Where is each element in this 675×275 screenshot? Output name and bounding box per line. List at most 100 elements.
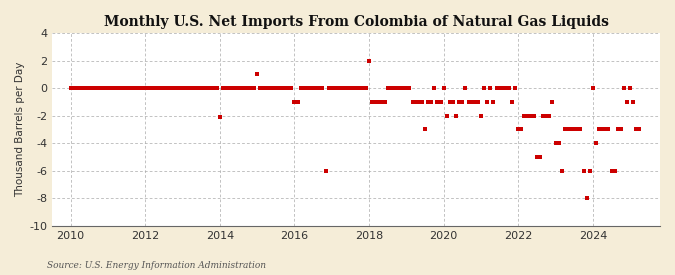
Point [87, 86, 98, 90]
Point [389, 86, 400, 90]
Point [109, 86, 119, 90]
Point [351, 86, 362, 90]
Point [488, 100, 499, 104]
Point [310, 86, 321, 90]
Point [410, 100, 421, 104]
Point [606, 169, 617, 173]
Point [364, 58, 375, 63]
Point [469, 100, 480, 104]
Point [516, 127, 526, 132]
Point [103, 86, 113, 90]
Point [585, 169, 595, 173]
Point [264, 86, 275, 90]
Point [261, 86, 272, 90]
Point [525, 113, 536, 118]
Point [597, 127, 608, 132]
Point [342, 86, 353, 90]
Point [283, 86, 294, 90]
Point [304, 86, 315, 90]
Point [329, 86, 340, 90]
Point [398, 86, 408, 90]
Point [140, 86, 151, 90]
Point [392, 86, 402, 90]
Point [360, 86, 371, 90]
Point [466, 100, 477, 104]
Point [560, 127, 570, 132]
Point [358, 86, 369, 90]
Point [631, 127, 642, 132]
Point [401, 86, 412, 90]
Point [230, 86, 241, 90]
Point [451, 113, 462, 118]
Point [345, 86, 356, 90]
Point [581, 196, 592, 200]
Point [625, 86, 636, 90]
Point [612, 127, 623, 132]
Point [134, 86, 144, 90]
Point [550, 141, 561, 145]
Point [566, 127, 576, 132]
Point [128, 86, 138, 90]
Point [84, 86, 95, 90]
Point [186, 86, 197, 90]
Point [314, 86, 325, 90]
Point [168, 86, 179, 90]
Point [215, 115, 225, 119]
Point [292, 100, 303, 104]
Point [610, 169, 620, 173]
Point [93, 86, 104, 90]
Point [482, 100, 493, 104]
Point [159, 86, 169, 90]
Point [339, 86, 350, 90]
Point [205, 86, 216, 90]
Point [423, 100, 433, 104]
Text: Source: U.S. Energy Information Administration: Source: U.S. Energy Information Administ… [47, 260, 266, 270]
Point [209, 86, 219, 90]
Point [420, 127, 431, 132]
Point [616, 127, 626, 132]
Point [416, 100, 427, 104]
Point [622, 100, 632, 104]
Point [146, 86, 157, 90]
Point [587, 86, 598, 90]
Point [271, 86, 281, 90]
Point [255, 86, 266, 90]
Point [413, 100, 424, 104]
Point [497, 86, 508, 90]
Point [634, 127, 645, 132]
Point [463, 100, 474, 104]
Point [277, 86, 288, 90]
Point [75, 86, 86, 90]
Point [479, 86, 489, 90]
Point [628, 100, 639, 104]
Point [426, 100, 437, 104]
Point [385, 86, 396, 90]
Point [323, 86, 334, 90]
Point [348, 86, 359, 90]
Point [457, 100, 468, 104]
Point [335, 86, 346, 90]
Point [354, 86, 365, 90]
Point [115, 86, 126, 90]
Point [240, 86, 250, 90]
Point [531, 155, 542, 159]
Point [603, 127, 614, 132]
Point [404, 86, 415, 90]
Point [174, 86, 185, 90]
Point [572, 127, 583, 132]
Point [221, 86, 232, 90]
Point [507, 100, 518, 104]
Point [78, 86, 88, 90]
Point [130, 86, 141, 90]
Point [504, 86, 514, 90]
Point [242, 86, 253, 90]
Point [224, 86, 235, 90]
Point [522, 113, 533, 118]
Point [491, 86, 502, 90]
Point [435, 100, 446, 104]
Point [112, 86, 123, 90]
Point [289, 100, 300, 104]
Point [510, 86, 520, 90]
Point [529, 113, 539, 118]
Point [246, 86, 256, 90]
